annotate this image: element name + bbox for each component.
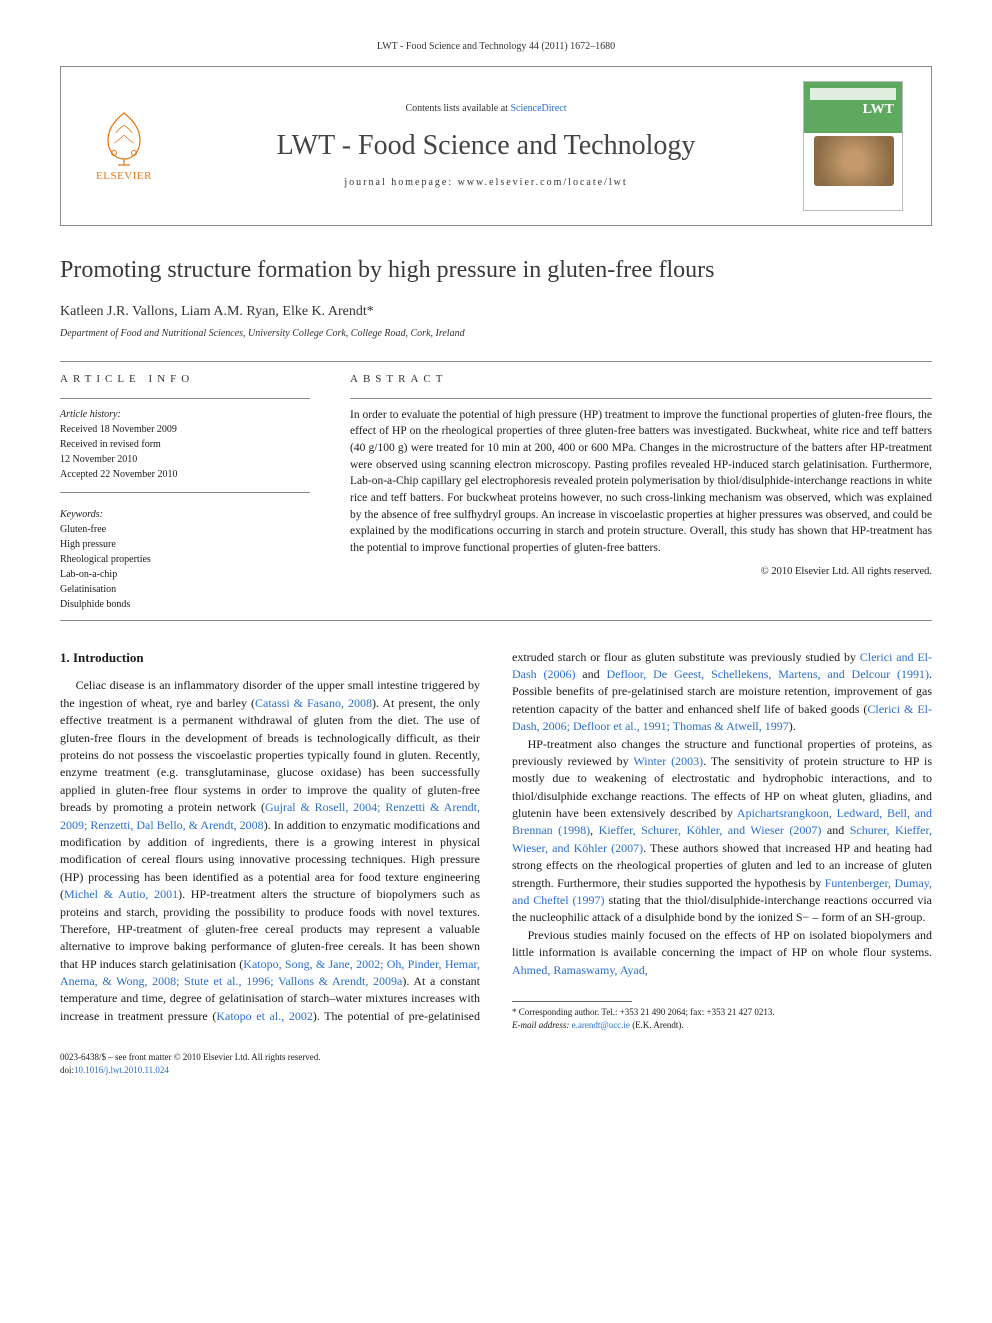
keyword-item: Rheological properties bbox=[60, 552, 310, 567]
issn-copyright: 0023-6438/$ – see front matter © 2010 El… bbox=[60, 1051, 321, 1064]
keyword-item: Gelatinisation bbox=[60, 582, 310, 597]
meta-row: ARTICLE INFO Article history: Received 1… bbox=[60, 372, 932, 611]
body-text: and bbox=[575, 667, 606, 681]
email-attribution: (E.K. Arendt). bbox=[630, 1020, 684, 1030]
contents-prefix: Contents lists available at bbox=[405, 103, 510, 114]
journal-panel: ELSEVIER Contents lists available at Sci… bbox=[60, 66, 932, 226]
accepted-date: Accepted 22 November 2010 bbox=[60, 467, 310, 482]
keywords-heading: Keywords: bbox=[60, 507, 310, 522]
abstract-copyright: © 2010 Elsevier Ltd. All rights reserved… bbox=[350, 565, 932, 580]
footer-row: 0023-6438/$ – see front matter © 2010 El… bbox=[60, 1051, 932, 1076]
citation-link[interactable]: 1996; Vallons & Arendt, 2009a bbox=[246, 974, 402, 988]
body-text: , bbox=[590, 823, 599, 837]
intro-heading: 1. Introduction bbox=[60, 649, 480, 668]
journal-cover-thumbnail bbox=[803, 81, 903, 211]
authors-line: Katleen J.R. Vallons, Liam A.M. Ryan, El… bbox=[60, 302, 932, 322]
elsevier-logo: ELSEVIER bbox=[79, 107, 169, 184]
keyword-item: Disulphide bonds bbox=[60, 597, 310, 612]
sciencedirect-link[interactable]: ScienceDirect bbox=[510, 103, 566, 114]
citation-link[interactable]: Defloor, De Geest, Schellekens, Martens,… bbox=[606, 667, 929, 681]
citation-link[interactable]: Katopo et al., 2002 bbox=[216, 1009, 312, 1023]
body-columns: 1. Introduction Celiac disease is an inf… bbox=[60, 649, 932, 1032]
body-text: ). bbox=[789, 719, 796, 733]
homepage-prefix: journal homepage: bbox=[344, 177, 457, 188]
corresponding-marker: * bbox=[367, 304, 374, 319]
email-label: E-mail address: bbox=[512, 1020, 572, 1030]
keyword-item: Gluten-free bbox=[60, 522, 310, 537]
citation-link[interactable]: Catassi & Fasano, 2008 bbox=[255, 696, 372, 710]
doi-link[interactable]: 10.1016/j.lwt.2010.11.024 bbox=[74, 1065, 169, 1075]
rule-bottom bbox=[60, 620, 932, 621]
info-rule bbox=[60, 398, 310, 399]
keyword-item: High pressure bbox=[60, 537, 310, 552]
body-text: Previous studies mainly focused on the e… bbox=[512, 928, 932, 959]
authors-text: Katleen J.R. Vallons, Liam A.M. Ryan, El… bbox=[60, 304, 367, 319]
abstract-text: In order to evaluate the potential of hi… bbox=[350, 407, 932, 557]
article-info-col: ARTICLE INFO Article history: Received 1… bbox=[60, 372, 310, 611]
intro-paragraph-3: Previous studies mainly focused on the e… bbox=[512, 927, 932, 979]
body-text: and bbox=[821, 823, 849, 837]
corresponding-contact: * Corresponding author. Tel.: +353 21 49… bbox=[512, 1006, 932, 1019]
doi-prefix: doi: bbox=[60, 1065, 74, 1075]
panel-center: Contents lists available at ScienceDirec… bbox=[187, 102, 785, 189]
publisher-name: ELSEVIER bbox=[96, 169, 152, 184]
revised-date: 12 November 2010 bbox=[60, 452, 310, 467]
citation-link[interactable]: Kieffer, Schurer, Köhler, and Wieser (20… bbox=[599, 823, 822, 837]
citation-header: LWT - Food Science and Technology 44 (20… bbox=[60, 40, 932, 54]
homepage-url[interactable]: www.elsevier.com/locate/lwt bbox=[458, 177, 628, 188]
abstract-rule bbox=[350, 398, 932, 399]
received-date: Received 18 November 2009 bbox=[60, 422, 310, 437]
citation-link[interactable]: Winter (2003) bbox=[633, 754, 703, 768]
elsevier-tree-icon bbox=[94, 107, 154, 167]
journal-name: LWT - Food Science and Technology bbox=[187, 126, 785, 165]
rule-top bbox=[60, 361, 932, 362]
abstract-col: ABSTRACT In order to evaluate the potent… bbox=[350, 372, 932, 611]
body-text: ). At present, the only effective treatm… bbox=[60, 696, 480, 814]
abstract-heading: ABSTRACT bbox=[350, 372, 932, 387]
homepage-line: journal homepage: www.elsevier.com/locat… bbox=[187, 176, 785, 190]
history-label: Article history: bbox=[60, 407, 310, 422]
citation-link[interactable]: Michel & Autio, 2001 bbox=[64, 887, 178, 901]
keywords-block: Keywords: Gluten-free High pressure Rheo… bbox=[60, 507, 310, 612]
corresponding-footnote: * Corresponding author. Tel.: +353 21 49… bbox=[512, 1006, 932, 1031]
article-info-heading: ARTICLE INFO bbox=[60, 372, 310, 387]
article-title: Promoting structure formation by high pr… bbox=[60, 254, 932, 288]
affiliation: Department of Food and Nutritional Scien… bbox=[60, 327, 932, 341]
footnote-separator bbox=[512, 1001, 632, 1002]
contents-line: Contents lists available at ScienceDirec… bbox=[187, 102, 785, 116]
history-block: Article history: Received 18 November 20… bbox=[60, 407, 310, 482]
intro-paragraph-2: HP-treatment also changes the structure … bbox=[512, 736, 932, 927]
keyword-item: Lab-on-a-chip bbox=[60, 567, 310, 582]
revised-label: Received in revised form bbox=[60, 437, 310, 452]
footer-left: 0023-6438/$ – see front matter © 2010 El… bbox=[60, 1051, 321, 1076]
keywords-rule bbox=[60, 492, 310, 493]
email-line: E-mail address: e.arendt@ucc.ie (E.K. Ar… bbox=[512, 1019, 932, 1032]
email-link[interactable]: e.arendt@ucc.ie bbox=[572, 1020, 630, 1030]
citation-link[interactable]: Ahmed, Ramaswamy, Ayad, bbox=[512, 963, 648, 977]
doi-line: doi:10.1016/j.lwt.2010.11.024 bbox=[60, 1064, 321, 1077]
cover-image-icon bbox=[814, 136, 894, 186]
